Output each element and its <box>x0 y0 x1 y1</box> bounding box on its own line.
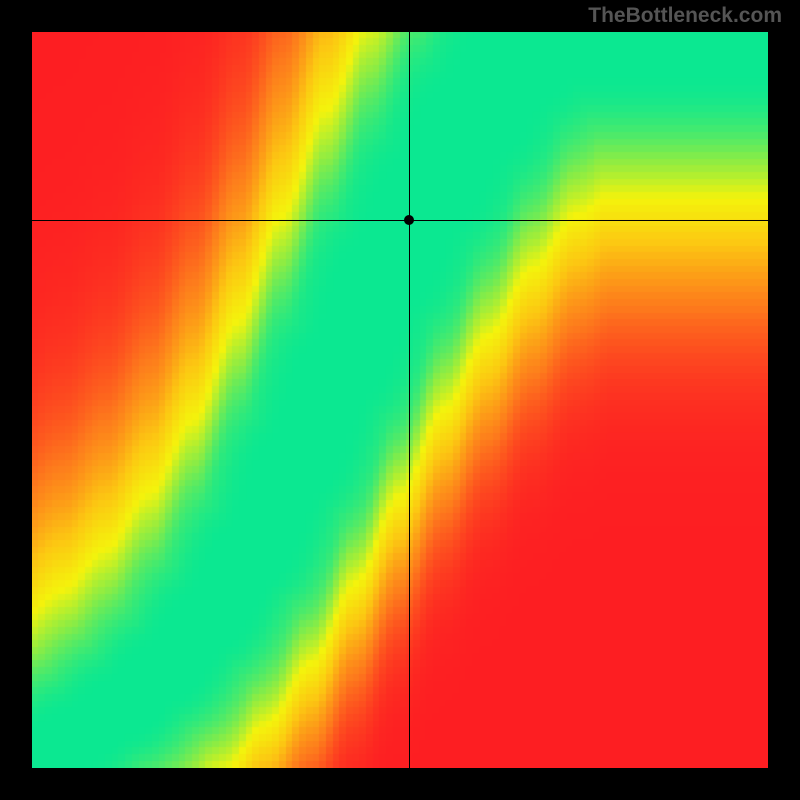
crosshair-vertical <box>409 32 410 768</box>
crosshair-horizontal <box>32 220 768 221</box>
heatmap-canvas <box>32 32 768 768</box>
watermark-text: TheBottleneck.com <box>588 4 782 28</box>
chart-container: TheBottleneck.com <box>0 0 800 800</box>
crosshair-marker <box>404 215 414 225</box>
plot-area <box>32 32 768 768</box>
